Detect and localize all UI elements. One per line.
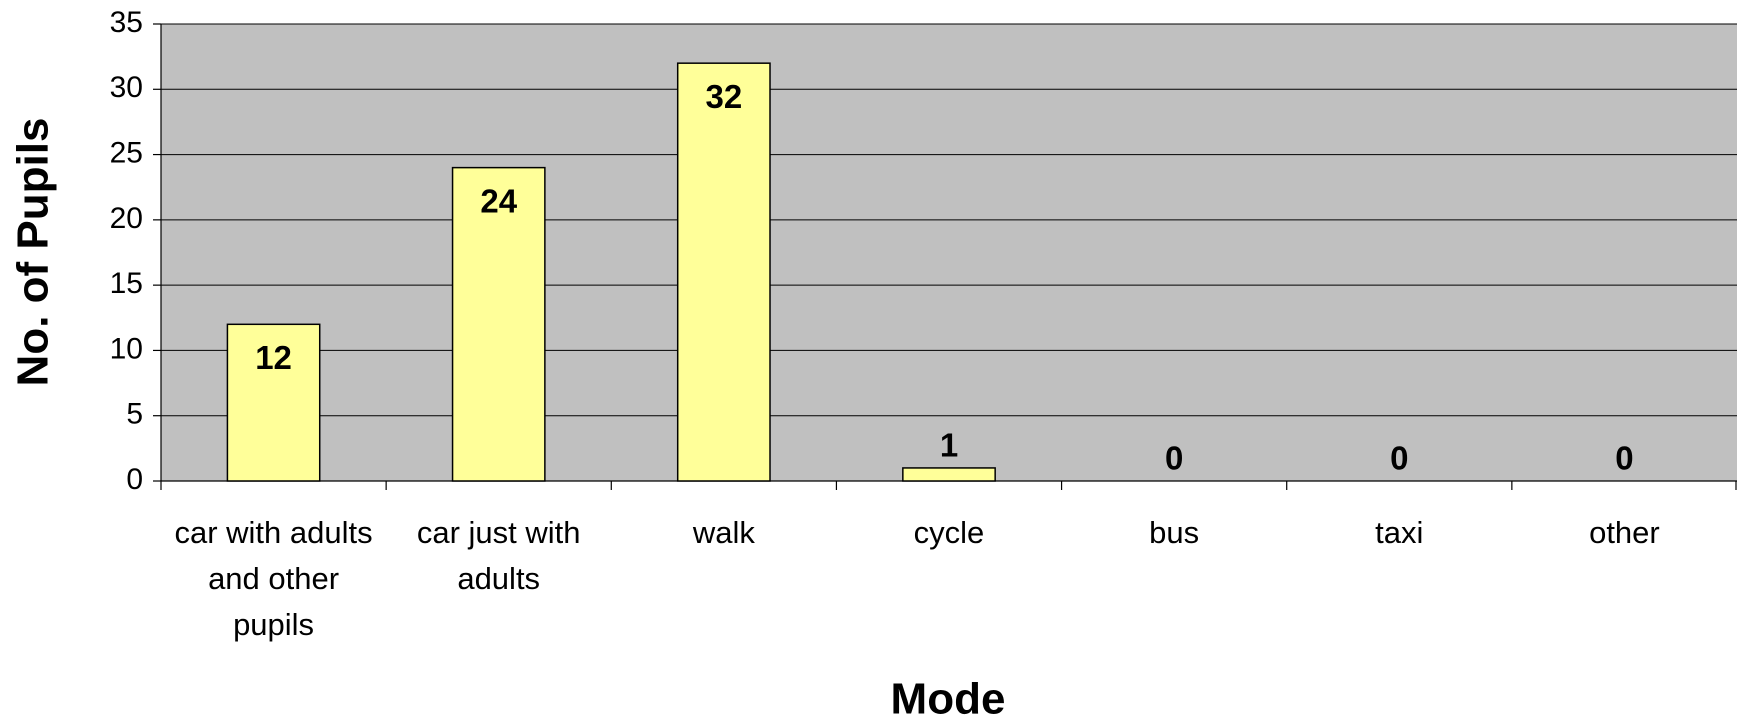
x-tick-label: cycle (913, 515, 985, 550)
x-axis-title: Mode (891, 675, 1006, 724)
data-label: 0 (1165, 440, 1183, 477)
data-label: 1 (940, 427, 958, 464)
bar (451, 166, 546, 482)
data-label: 0 (1615, 440, 1633, 477)
y-axis-title: No. of Pupils (9, 118, 58, 387)
data-label: 12 (255, 339, 292, 376)
y-tick-label: 0 (126, 463, 143, 496)
x-tick-label: car just with adults (416, 515, 581, 596)
y-tick-label: 20 (110, 202, 143, 235)
data-label: 0 (1390, 440, 1408, 477)
bar (902, 467, 996, 482)
x-tick-label: car with adults and other pupils (174, 515, 373, 642)
y-tick-label: 10 (110, 332, 143, 365)
x-tick-label: taxi (1375, 515, 1424, 550)
y-tick-label: 5 (126, 398, 143, 431)
y-tick-label: 35 (110, 6, 143, 39)
x-tick-label: other (1589, 515, 1660, 550)
data-label: 24 (480, 182, 517, 219)
x-tick-label: walk (692, 515, 755, 550)
x-tick-label: bus (1149, 515, 1200, 550)
bar (676, 62, 771, 482)
y-tick-label: 30 (110, 71, 143, 104)
y-tick-label: 15 (110, 267, 143, 300)
bar (226, 323, 321, 482)
plot-background (161, 24, 1737, 481)
data-label: 32 (705, 78, 742, 115)
y-tick-label: 25 (110, 136, 143, 169)
